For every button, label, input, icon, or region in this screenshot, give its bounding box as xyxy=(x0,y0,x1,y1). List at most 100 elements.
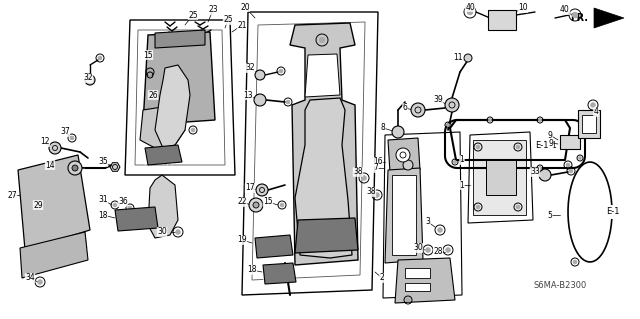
Bar xyxy=(486,160,516,195)
Polygon shape xyxy=(388,138,420,173)
Circle shape xyxy=(113,203,117,207)
Text: 10: 10 xyxy=(518,4,528,12)
Text: 9: 9 xyxy=(548,138,554,147)
Circle shape xyxy=(447,124,449,126)
Circle shape xyxy=(467,9,473,15)
Text: 4: 4 xyxy=(593,108,598,116)
Circle shape xyxy=(392,126,404,138)
Bar xyxy=(578,110,600,138)
Text: S6MA-B2300: S6MA-B2300 xyxy=(533,280,587,290)
Circle shape xyxy=(454,161,456,163)
Bar xyxy=(405,268,430,278)
Text: 21: 21 xyxy=(237,20,247,29)
Circle shape xyxy=(445,248,451,252)
Polygon shape xyxy=(263,263,296,284)
Text: 11: 11 xyxy=(453,54,463,63)
Text: 15: 15 xyxy=(143,50,153,60)
Text: 38: 38 xyxy=(353,167,363,176)
Text: 34: 34 xyxy=(25,273,35,283)
Circle shape xyxy=(411,103,425,117)
Polygon shape xyxy=(295,218,358,253)
Polygon shape xyxy=(395,258,455,303)
Circle shape xyxy=(568,140,572,144)
Text: 8: 8 xyxy=(381,123,385,132)
Polygon shape xyxy=(385,168,423,263)
Circle shape xyxy=(489,119,492,121)
Text: 28: 28 xyxy=(433,248,443,256)
Text: 40: 40 xyxy=(560,5,570,14)
Circle shape xyxy=(191,128,195,132)
Text: 12: 12 xyxy=(40,137,50,146)
Circle shape xyxy=(398,238,402,242)
Circle shape xyxy=(572,12,578,18)
Text: 33: 33 xyxy=(530,167,540,176)
Text: E-1-1: E-1-1 xyxy=(535,140,557,150)
Bar xyxy=(52,248,72,256)
Text: 36: 36 xyxy=(118,197,128,206)
Circle shape xyxy=(476,145,480,149)
Circle shape xyxy=(398,188,402,192)
Circle shape xyxy=(476,205,480,209)
Polygon shape xyxy=(140,105,185,148)
Text: 23: 23 xyxy=(208,5,218,14)
Circle shape xyxy=(249,198,263,212)
Circle shape xyxy=(254,94,266,106)
Text: 29: 29 xyxy=(33,201,43,210)
Circle shape xyxy=(403,160,413,170)
Text: 18: 18 xyxy=(99,211,108,219)
Circle shape xyxy=(406,298,410,302)
Circle shape xyxy=(362,176,366,180)
Polygon shape xyxy=(155,65,190,148)
Polygon shape xyxy=(20,232,88,278)
Text: 18: 18 xyxy=(247,265,257,275)
Text: 37: 37 xyxy=(60,128,70,137)
Circle shape xyxy=(256,184,268,196)
Circle shape xyxy=(579,157,581,160)
Polygon shape xyxy=(295,98,352,258)
Text: 6: 6 xyxy=(403,103,408,113)
Circle shape xyxy=(410,238,414,242)
Circle shape xyxy=(85,75,95,85)
Circle shape xyxy=(498,175,502,179)
Text: 25: 25 xyxy=(188,11,198,19)
Text: 14: 14 xyxy=(45,160,55,169)
Polygon shape xyxy=(148,175,178,238)
Text: 35: 35 xyxy=(98,158,108,167)
Bar xyxy=(473,140,526,215)
Circle shape xyxy=(500,18,504,22)
Circle shape xyxy=(286,100,290,104)
Polygon shape xyxy=(155,30,205,48)
Text: 16: 16 xyxy=(373,158,383,167)
Polygon shape xyxy=(290,23,358,265)
Circle shape xyxy=(516,145,520,149)
Circle shape xyxy=(176,230,180,234)
Circle shape xyxy=(445,98,459,112)
Circle shape xyxy=(539,119,541,121)
Bar xyxy=(560,135,580,149)
Circle shape xyxy=(253,202,259,208)
Text: 30: 30 xyxy=(157,227,167,236)
Polygon shape xyxy=(255,235,293,258)
Circle shape xyxy=(148,70,152,74)
Text: 9: 9 xyxy=(548,130,552,139)
Circle shape xyxy=(516,205,520,209)
Text: 32: 32 xyxy=(245,63,255,72)
Circle shape xyxy=(279,69,283,73)
Circle shape xyxy=(98,56,102,60)
Text: 31: 31 xyxy=(98,196,108,204)
Text: 25: 25 xyxy=(223,16,233,25)
Text: 5: 5 xyxy=(548,211,552,219)
Polygon shape xyxy=(18,155,90,250)
Bar xyxy=(582,115,596,133)
Circle shape xyxy=(498,188,502,192)
Text: 26: 26 xyxy=(148,91,158,100)
Text: 27: 27 xyxy=(7,190,17,199)
Text: 40: 40 xyxy=(465,3,475,11)
Circle shape xyxy=(170,98,174,102)
Text: 3: 3 xyxy=(426,218,431,226)
Circle shape xyxy=(49,142,61,154)
Text: FR.: FR. xyxy=(570,13,588,23)
Text: 32: 32 xyxy=(83,73,93,83)
Circle shape xyxy=(70,136,74,140)
Text: 15: 15 xyxy=(263,197,273,206)
